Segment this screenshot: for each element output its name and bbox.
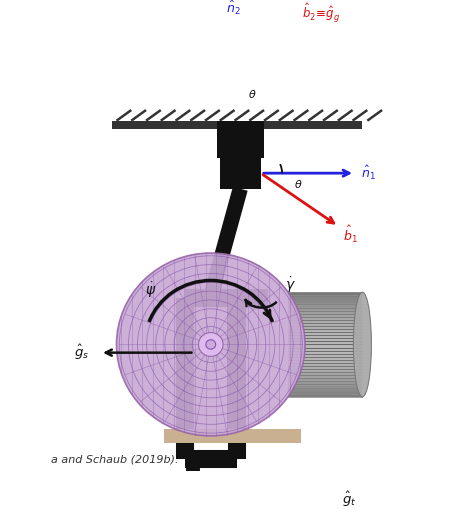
Ellipse shape xyxy=(354,292,372,397)
Polygon shape xyxy=(288,381,363,384)
Polygon shape xyxy=(288,350,363,352)
Polygon shape xyxy=(288,371,363,373)
Polygon shape xyxy=(288,295,363,297)
Polygon shape xyxy=(288,292,363,295)
Polygon shape xyxy=(288,308,363,310)
Text: $\hat{n}_1$: $\hat{n}_1$ xyxy=(361,164,375,182)
Polygon shape xyxy=(288,339,363,342)
Text: $\dot{\gamma}$: $\dot{\gamma}$ xyxy=(284,275,295,295)
Text: $\hat{b}_2\!\equiv\!\hat{g}_g$: $\hat{b}_2\!\equiv\!\hat{g}_g$ xyxy=(302,1,340,24)
Polygon shape xyxy=(288,379,363,381)
Polygon shape xyxy=(288,373,363,376)
Polygon shape xyxy=(288,347,363,350)
Polygon shape xyxy=(288,316,363,318)
Polygon shape xyxy=(288,297,363,300)
Polygon shape xyxy=(288,352,363,355)
Polygon shape xyxy=(288,331,363,334)
Polygon shape xyxy=(288,365,363,368)
Polygon shape xyxy=(288,321,363,324)
Polygon shape xyxy=(288,345,363,347)
Polygon shape xyxy=(288,360,363,363)
Bar xyxy=(112,121,363,129)
Text: a and Schaub (2019b).: a and Schaub (2019b). xyxy=(51,455,178,465)
Polygon shape xyxy=(288,302,363,305)
Polygon shape xyxy=(288,389,363,391)
Text: $\hat{n}_2$: $\hat{n}_2$ xyxy=(227,0,241,17)
Polygon shape xyxy=(288,324,363,326)
Bar xyxy=(217,121,264,158)
Polygon shape xyxy=(288,394,363,397)
Text: $\hat{g}_t$: $\hat{g}_t$ xyxy=(342,490,356,509)
Polygon shape xyxy=(288,305,363,308)
Polygon shape xyxy=(288,300,363,302)
Ellipse shape xyxy=(206,340,216,349)
Text: $\theta$: $\theta$ xyxy=(248,88,257,100)
Text: $\theta$: $\theta$ xyxy=(293,178,302,190)
Polygon shape xyxy=(288,310,363,313)
Polygon shape xyxy=(288,329,363,331)
Polygon shape xyxy=(288,384,363,386)
Ellipse shape xyxy=(117,253,305,436)
Text: $\dot{\psi}$: $\dot{\psi}$ xyxy=(145,280,156,300)
Bar xyxy=(220,158,261,189)
Polygon shape xyxy=(288,368,363,371)
Polygon shape xyxy=(288,357,363,360)
Polygon shape xyxy=(288,391,363,394)
Polygon shape xyxy=(288,386,363,389)
Polygon shape xyxy=(288,318,363,321)
Polygon shape xyxy=(288,334,363,336)
Text: $\hat{g}_s$: $\hat{g}_s$ xyxy=(74,343,90,362)
Text: $\hat{b}_1$: $\hat{b}_1$ xyxy=(343,224,357,245)
Bar xyxy=(164,429,301,443)
Ellipse shape xyxy=(199,332,223,356)
Polygon shape xyxy=(288,336,363,339)
Polygon shape xyxy=(288,363,363,365)
Polygon shape xyxy=(288,342,363,345)
Polygon shape xyxy=(288,376,363,379)
Polygon shape xyxy=(288,355,363,357)
Polygon shape xyxy=(288,313,363,316)
Polygon shape xyxy=(288,326,363,329)
